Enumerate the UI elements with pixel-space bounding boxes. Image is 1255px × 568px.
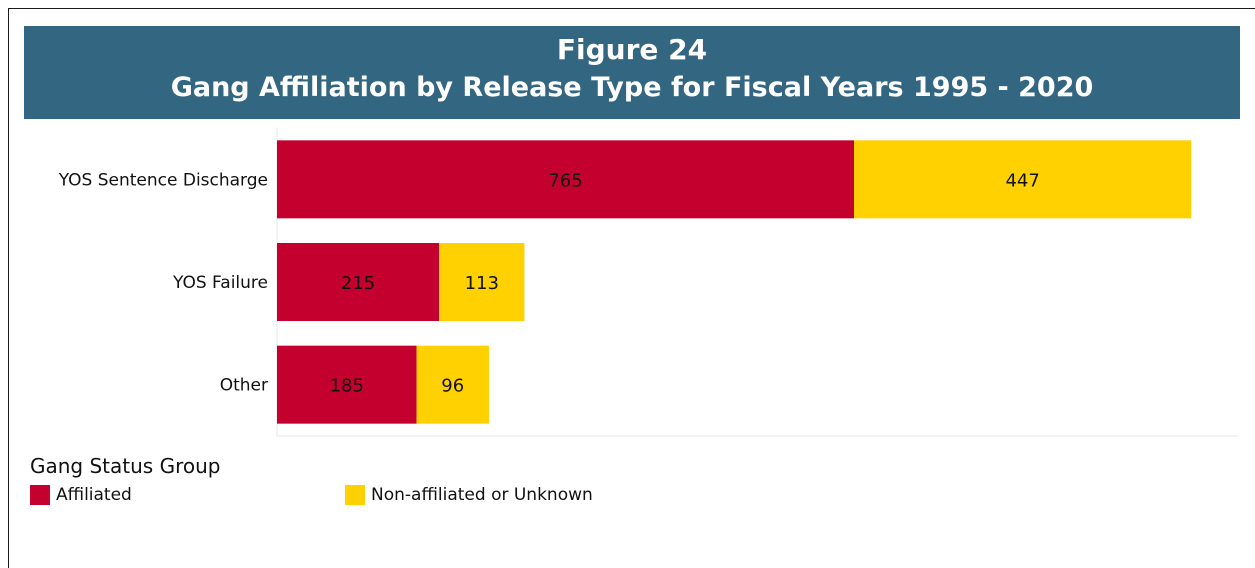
bar-yos-failure-series-0 xyxy=(277,243,440,321)
category-label-yos-sentence-discharge: YOS Sentence Discharge xyxy=(58,170,268,190)
legend-label-non-affiliated: Non-affiliated or Unknown xyxy=(371,485,593,505)
category-label-yos-failure: YOS Failure xyxy=(172,273,268,293)
data-label-yos-sentence-discharge-series-0: 765 xyxy=(548,170,582,191)
data-label-other-series-1: 96 xyxy=(441,376,464,397)
legend-item-affiliated: Affiliated xyxy=(30,484,132,506)
data-label-yos-failure-series-0: 215 xyxy=(341,273,375,294)
title-banner: Figure 24 Gang Affiliation by Release Ty… xyxy=(24,26,1240,119)
legend-swatch-non-affiliated xyxy=(345,485,365,505)
data-label-yos-failure-series-1: 113 xyxy=(465,273,499,294)
data-label-yos-sentence-discharge-series-1: 447 xyxy=(1005,170,1039,191)
figure-frame xyxy=(8,8,1255,568)
bar-chart: YOS Sentence Discharge 765 447 YOS Failure 2… xyxy=(58,128,1238,437)
bar-yos-sentence-discharge-series-0 xyxy=(277,140,855,219)
legend-item-non-affiliated: Non-affiliated or Unknown xyxy=(345,484,593,506)
bar-yos-sentence-discharge-series-1 xyxy=(854,140,1192,219)
bar-other-series-1 xyxy=(416,345,489,424)
bar-other-series-0 xyxy=(277,345,417,424)
legend-swatch-affiliated xyxy=(30,485,50,505)
category-label-other: Other xyxy=(220,376,268,396)
data-label-other-series-0: 185 xyxy=(330,376,364,397)
legend-label-affiliated: Affiliated xyxy=(56,485,132,505)
bar-yos-failure-series-1 xyxy=(439,243,525,321)
chart-title: Gang Affiliation by Release Type for Fis… xyxy=(170,72,1094,103)
legend-title: Gang Status Group xyxy=(30,454,221,478)
figure-number: Figure 24 xyxy=(556,33,708,66)
